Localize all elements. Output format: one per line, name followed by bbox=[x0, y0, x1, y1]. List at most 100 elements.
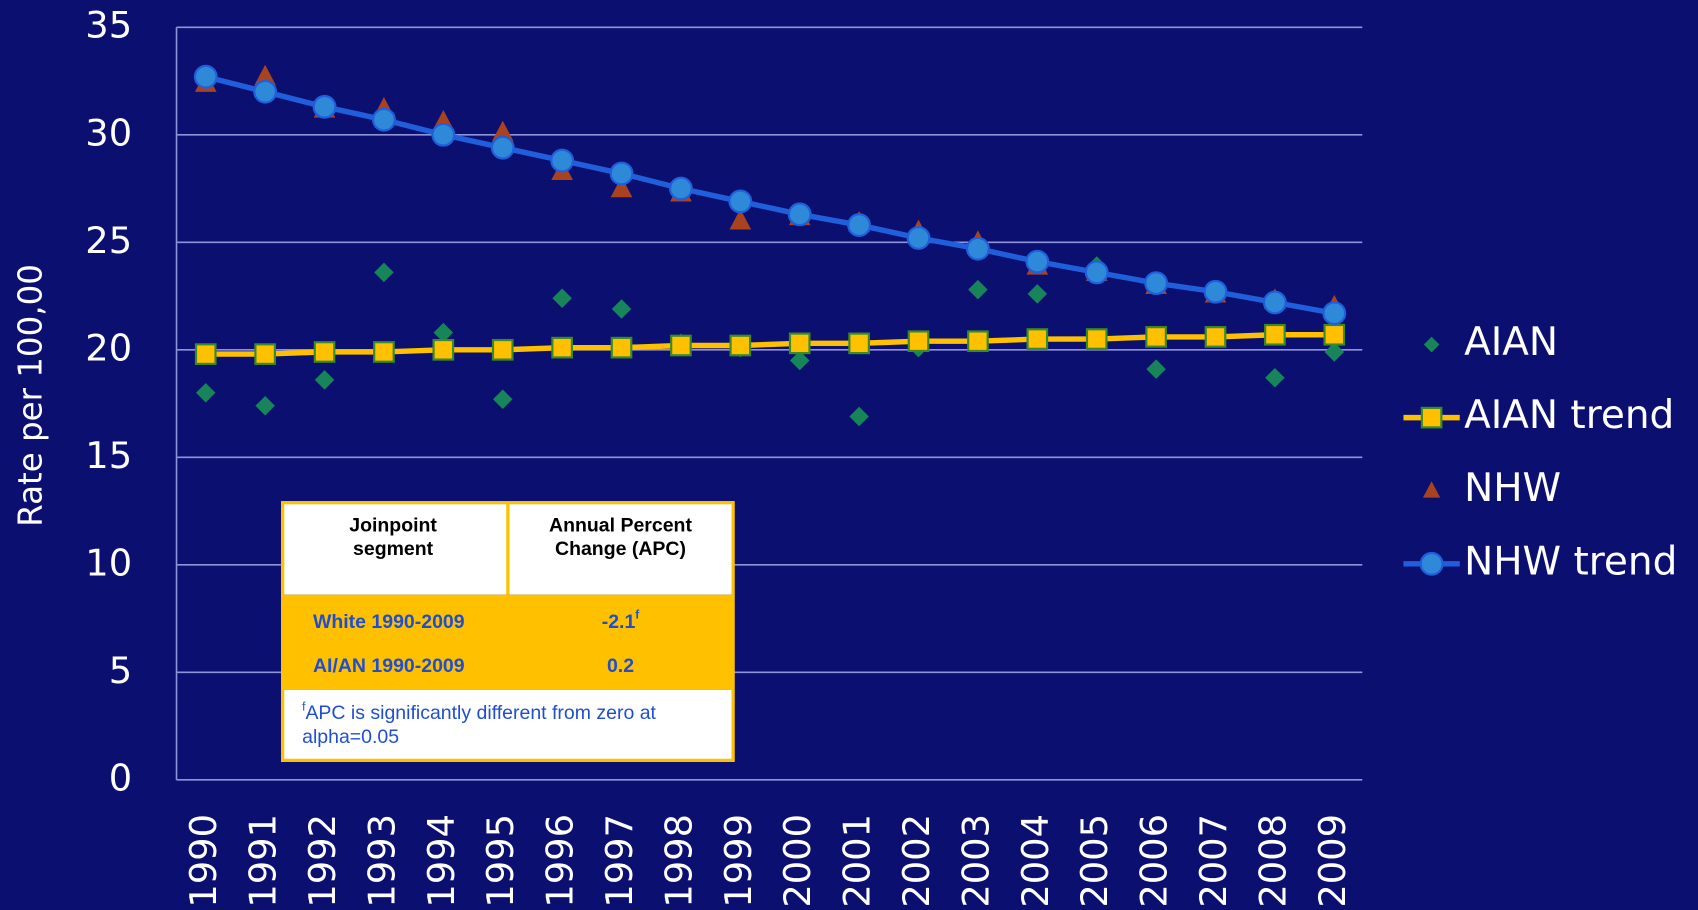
point bbox=[314, 370, 335, 390]
point bbox=[728, 189, 753, 214]
y-tick-label: 0 bbox=[109, 756, 132, 799]
footnote-sup: f bbox=[302, 699, 306, 713]
x-tick-label: 2001 bbox=[836, 814, 879, 908]
x-tick-label: 2009 bbox=[1311, 814, 1354, 908]
point bbox=[1262, 290, 1287, 315]
x-tick-label: 2005 bbox=[1073, 814, 1116, 908]
point bbox=[907, 330, 930, 353]
y-tick-label: 35 bbox=[85, 4, 132, 47]
x-tick-label: 1992 bbox=[301, 814, 344, 908]
table-foot-bg bbox=[282, 689, 734, 761]
point bbox=[1144, 271, 1169, 296]
point bbox=[492, 389, 513, 410]
point bbox=[373, 341, 395, 363]
point bbox=[550, 148, 575, 173]
point bbox=[1145, 326, 1167, 348]
x-tick-label: 1990 bbox=[182, 814, 225, 908]
point bbox=[254, 343, 276, 365]
table-body-bg bbox=[282, 594, 734, 690]
y-tick-label: 15 bbox=[85, 434, 132, 477]
point bbox=[1084, 260, 1109, 285]
point bbox=[1324, 342, 1345, 362]
footnote-text: APC is significantly different from zero… bbox=[305, 702, 656, 724]
point bbox=[490, 135, 515, 160]
point bbox=[967, 330, 989, 353]
x-tick-label: 2008 bbox=[1251, 814, 1294, 908]
point bbox=[729, 334, 752, 357]
x-tick-label: 2007 bbox=[1192, 814, 1235, 908]
point bbox=[610, 176, 633, 198]
y-axis-label: Rate per 100,00 bbox=[11, 264, 49, 527]
table-cell: 0.2 bbox=[607, 655, 634, 677]
legend-label: NHW trend bbox=[1464, 539, 1677, 584]
apc-table: Joinpoint segment Annual Percent Change (AP… bbox=[281, 501, 735, 763]
x-tick-label: 2003 bbox=[954, 814, 997, 908]
point bbox=[372, 107, 396, 132]
point bbox=[968, 279, 988, 300]
cell-text: -2.1 bbox=[602, 611, 636, 633]
point bbox=[1204, 326, 1227, 348]
table-cell: White 1990-2009 bbox=[313, 611, 465, 633]
point bbox=[788, 332, 811, 355]
point bbox=[611, 299, 632, 319]
point bbox=[491, 120, 514, 142]
point bbox=[196, 383, 216, 403]
legend-marker bbox=[1420, 406, 1443, 429]
point bbox=[1323, 323, 1346, 346]
point bbox=[610, 336, 633, 359]
table-cell: -2.1f bbox=[602, 607, 640, 633]
x-tick-label: 1997 bbox=[598, 814, 641, 908]
point bbox=[1025, 249, 1050, 274]
cell-text: AI/AN 1990-2009 bbox=[313, 655, 465, 677]
legend-label: AIAN bbox=[1464, 320, 1558, 365]
cell-text: White 1990-2009 bbox=[313, 611, 465, 633]
point bbox=[787, 202, 812, 227]
point bbox=[609, 161, 634, 186]
point bbox=[1265, 368, 1285, 388]
point bbox=[431, 122, 456, 147]
point bbox=[1322, 301, 1347, 326]
point bbox=[1027, 284, 1048, 304]
legend-label: AIAN trend bbox=[1464, 393, 1674, 438]
point bbox=[848, 332, 870, 355]
legend-marker bbox=[1423, 336, 1440, 353]
x-tick-label: 2006 bbox=[1133, 814, 1176, 908]
x-tick-label: 2000 bbox=[776, 814, 819, 908]
point bbox=[552, 288, 572, 308]
x-tick-label: 1991 bbox=[242, 814, 285, 908]
x-tick-label: 1998 bbox=[657, 814, 700, 908]
point bbox=[849, 406, 869, 427]
point bbox=[1085, 328, 1108, 350]
point bbox=[847, 213, 872, 237]
legend-label: NHW bbox=[1464, 466, 1561, 511]
y-tick-label: 20 bbox=[85, 326, 132, 369]
point bbox=[1026, 328, 1049, 350]
point bbox=[1264, 323, 1286, 346]
point bbox=[906, 226, 931, 250]
x-tick-label: 1995 bbox=[479, 814, 522, 908]
point bbox=[194, 343, 217, 365]
point bbox=[729, 208, 752, 230]
cell-text: 0.2 bbox=[607, 655, 634, 677]
legend-marker bbox=[1422, 481, 1441, 498]
point bbox=[312, 94, 337, 119]
footnote-text-cont: alpha=0.05 bbox=[302, 726, 399, 748]
point bbox=[670, 334, 692, 357]
x-tick-label: 1993 bbox=[360, 814, 403, 908]
y-tick-label: 25 bbox=[85, 219, 132, 262]
table-header: Joinpoint segment bbox=[349, 515, 437, 560]
point bbox=[491, 338, 514, 361]
legend-marker bbox=[1419, 551, 1444, 576]
x-tick-label: 1999 bbox=[717, 814, 760, 908]
y-tick-label: 5 bbox=[109, 649, 132, 692]
point bbox=[551, 336, 573, 359]
point bbox=[1203, 279, 1228, 304]
point bbox=[374, 262, 394, 283]
y-tick-label: 10 bbox=[85, 541, 132, 584]
point bbox=[254, 64, 276, 86]
table-cell: AI/AN 1990-2009 bbox=[313, 655, 465, 677]
table-footnote: fAPC is significantly different from zer… bbox=[302, 699, 656, 748]
point bbox=[193, 64, 218, 89]
x-tick-label: 2004 bbox=[1014, 814, 1057, 908]
